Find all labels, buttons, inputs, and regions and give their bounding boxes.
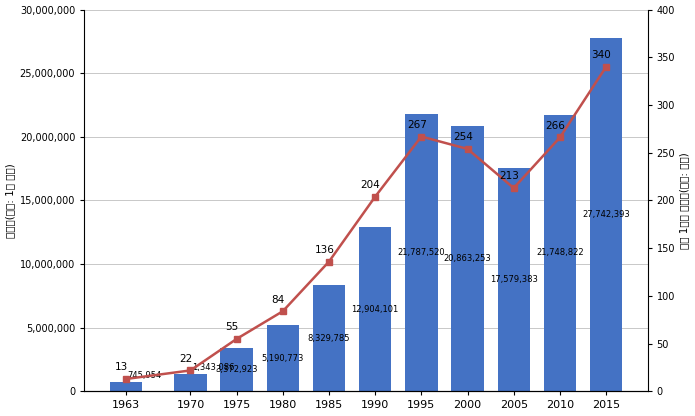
Text: 5,190,773: 5,190,773 [261, 354, 304, 363]
Text: 55: 55 [225, 322, 238, 332]
Text: 136: 136 [314, 245, 334, 255]
Text: 745,954: 745,954 [128, 371, 162, 380]
Text: 267: 267 [407, 120, 427, 130]
Text: 204: 204 [361, 180, 380, 190]
Text: 254: 254 [453, 132, 473, 142]
Y-axis label: 지출액(단위: 1천 유로): 지출액(단위: 1천 유로) [6, 163, 15, 238]
Bar [359, 227, 391, 391]
Text: 340: 340 [591, 50, 612, 60]
Bar [110, 382, 142, 391]
Bar [267, 325, 299, 391]
Bar [451, 126, 484, 391]
Bar [220, 349, 253, 391]
Bar [498, 168, 530, 391]
Text: 27,742,393: 27,742,393 [582, 210, 630, 219]
Bar [174, 374, 206, 391]
Text: 3,372,923: 3,372,923 [215, 365, 258, 374]
Text: 213: 213 [499, 171, 519, 181]
Text: 21,748,822: 21,748,822 [536, 248, 584, 258]
Bar [590, 38, 622, 391]
Bar [313, 285, 345, 391]
Text: 84: 84 [272, 295, 285, 305]
Text: 13: 13 [115, 362, 128, 372]
Text: 12,904,101: 12,904,101 [352, 305, 399, 314]
Bar [543, 114, 576, 391]
Text: 17,579,383: 17,579,383 [490, 275, 538, 284]
Y-axis label: 인구 1인당 지출액(단위: 유로): 인구 1인당 지출액(단위: 유로) [680, 152, 689, 249]
Bar [405, 114, 438, 391]
Text: 8,329,785: 8,329,785 [308, 334, 350, 343]
Text: 20,863,253: 20,863,253 [443, 254, 491, 263]
Text: 22: 22 [179, 354, 193, 364]
Text: 21,787,520: 21,787,520 [398, 248, 445, 257]
Text: 1,343,086: 1,343,086 [193, 363, 235, 372]
Text: 266: 266 [546, 121, 565, 131]
